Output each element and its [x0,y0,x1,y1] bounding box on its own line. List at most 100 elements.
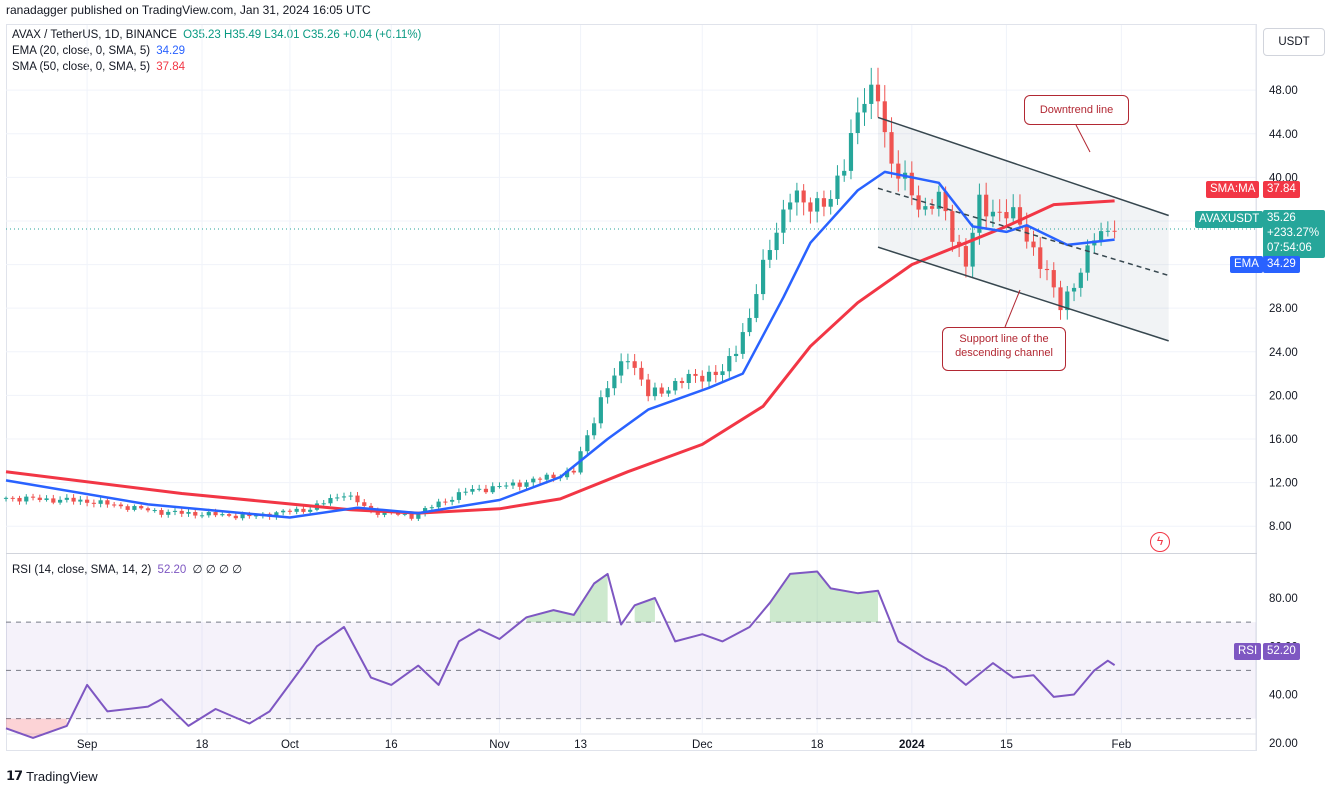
downtrend-callout-text: Downtrend line [1039,104,1114,116]
candle-body [970,232,975,267]
rsi-name-tag: RSI [1234,643,1262,660]
pane-divider[interactable] [6,553,1257,554]
symbol-legend[interactable]: AVAX / TetherUS, 1D, BINANCE O35.23 H35.… [12,29,424,41]
candle-body [335,497,340,499]
candle-body [483,488,489,493]
candle-body [652,387,658,397]
rsi-legend[interactable]: RSI (14, close, SMA, 14, 2) 52.20 ∅ ∅ ∅ … [12,562,245,576]
candle-body [362,502,367,506]
rsi-legend-value: 52.20 [157,564,187,576]
candle-body [240,514,245,519]
candle-body [889,132,894,164]
candle-body [612,375,617,389]
candle-body [287,510,293,512]
candle-body [767,250,772,260]
time-tick-label: 18 [811,739,824,751]
rsi-legend-label: RSI (14, close, SMA, 14, 2) [12,564,152,576]
rsi-tick-label: 20.00 [1269,738,1298,750]
candle-body [632,361,637,368]
candle-body [199,515,205,517]
candle-body [693,373,698,376]
candle-body [510,482,516,486]
candle-body [186,512,191,514]
time-tick-label: 16 [385,739,398,751]
candle-body [64,497,69,500]
candle-body [679,380,685,384]
candle-body [308,509,313,512]
candle-body [233,515,238,519]
candle-body [1078,272,1083,288]
time-tick-label: Sep [77,739,97,751]
candle-body [929,206,935,209]
candle-body [179,510,184,514]
support-callout[interactable]: Support line of the descending channel [942,327,1066,371]
candle-body [706,371,712,382]
candle-body [869,84,874,104]
candle-body [524,482,529,487]
currency-button[interactable]: USDT [1263,28,1325,56]
candle-body [531,478,536,483]
candle-body [916,195,921,210]
candle-body [294,508,299,512]
symbol-name-tag: AVAXUSDT [1195,211,1264,228]
candle-body [855,112,860,134]
candle-body [848,133,854,171]
rsi-tick-label: 40.00 [1269,690,1298,702]
candle-body [592,423,597,436]
price-tick-label: 8.00 [1269,521,1291,533]
bar-countdown: 07:54:06 [1267,242,1312,254]
last-price-tag: 35.26 +233.27% 07:54:06 [1263,210,1325,258]
tradingview-brand-text: TradingView [26,768,98,784]
candle-body [51,498,56,503]
candle-body [1105,230,1110,232]
rsi-legend-extra: ∅ ∅ ∅ ∅ [192,564,243,576]
candle-body [355,495,360,503]
candle-body [10,497,15,499]
time-tick-label: 15 [1000,739,1013,751]
candle-body [713,371,718,376]
time-tick-label: Nov [489,739,510,751]
candle-body [1098,231,1104,241]
candle-body [402,513,407,515]
candle-body [172,510,178,512]
price-tick-label: 24.00 [1269,347,1298,359]
ema-name-tag: EMA [1230,256,1263,273]
sma-legend-value: 37.84 [156,61,186,73]
candle-body [1112,230,1117,232]
candle-body [450,499,455,502]
ema-legend[interactable]: EMA (20, close, 0, SMA, 5) 34.29 [12,45,188,57]
candle-body [909,172,914,196]
tradingview-brand[interactable]: 𝟭𝟳 TradingView [6,768,98,784]
channel-midline [877,187,1169,277]
candle-body [1044,268,1050,271]
candle-body [159,510,164,515]
time-tick-label: Dec [692,739,713,751]
candle-body [17,497,22,502]
candle-body [720,371,725,376]
candle-body [963,246,968,267]
candle-body [544,474,549,480]
candle-body [112,504,117,506]
lightning-icon[interactable]: ϟ [1150,532,1170,552]
sma-legend[interactable]: SMA (50, close, 0, SMA, 5) 37.84 [12,61,188,73]
candle-body [348,495,353,497]
downtrend-callout-pointer [1075,124,1091,153]
candle-body [497,486,502,488]
rsi-tick-label: 80.00 [1269,593,1298,605]
candle-body [564,470,570,478]
candle-body [943,191,948,212]
candle-body [835,175,840,199]
candle-body [605,388,610,398]
ema-value-tag: 34.29 [1263,256,1300,273]
candle-body [274,512,279,517]
downtrend-callout[interactable]: Downtrend line [1024,95,1129,125]
candle-body [1051,270,1056,288]
candle-body [395,512,401,515]
candle-body [625,361,630,363]
candle-body [78,499,83,502]
candle-body [727,356,732,372]
candle-body [504,485,509,487]
candle-body [436,501,441,508]
candle-body [44,498,49,501]
